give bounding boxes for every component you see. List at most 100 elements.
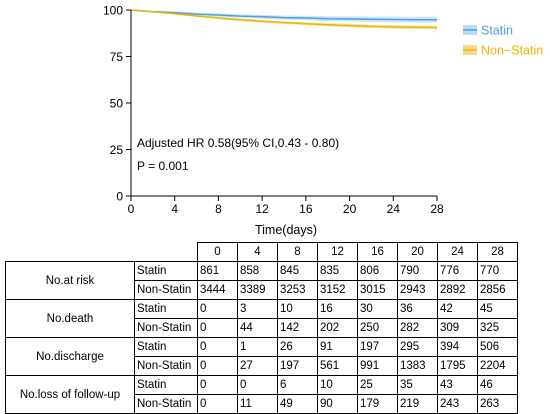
x-axis-ticks: 0 4 8 12 16 20 24 28 [128,196,444,216]
x-tick-label: 0 [128,202,135,216]
x-tick-label: 24 [387,202,401,216]
y-axis-ticks: 0 25 50 75 100 [103,4,131,204]
risk-table-cell: 0 [197,356,238,376]
risk-table-cell: 197 [277,356,318,376]
hazard-ratio-annotation: Adjusted HR 0.58(95% CI,0.43 - 0.80) [137,136,339,150]
day-header: 0 [197,242,238,262]
risk-table-cell: 3152 [317,280,358,300]
risk-table-cell: 35 [397,375,438,395]
statin-legend-label: Statin [481,24,513,38]
x-tick-label: 4 [171,202,178,216]
risk-table-row: No.at risk Statin 861 858 845 835 806 790 776 770 [5,261,518,300]
day-header: 20 [397,242,438,262]
risk-table-cell: 790 [397,261,438,281]
day-header: 4 [237,242,278,262]
risk-table-cell: 0 [197,394,238,414]
risk-table-cell: 44 [237,318,278,338]
risk-table-cell: 394 [437,337,478,357]
risk-table-cell: 3253 [277,280,318,300]
risk-table-cell: 0 [197,299,238,319]
statin-curve [130,9,437,21]
risk-table: 0 4 8 12 16 20 24 28 No.at risk Statin 861… [5,242,518,414]
non-statin-confidence-band [131,10,437,30]
risk-table-cell: 25 [357,375,398,395]
risk-table-cell: 2943 [397,280,438,300]
y-tick-label: 100 [103,4,123,18]
risk-table-group-label: No.loss of follow-up [5,375,135,414]
x-tick-label: 16 [299,202,313,216]
risk-table-cell: 27 [237,356,278,376]
y-tick-label: 0 [116,190,123,204]
risk-table-cell: 46 [477,375,518,395]
risk-table-cell: 0 [197,337,238,357]
risk-table-cell: 309 [437,318,478,338]
risk-table-subgroup-label: Non-Statin [134,394,198,414]
risk-table-cell: 243 [437,394,478,414]
day-header: 8 [277,242,318,262]
survival-curves [130,9,438,29]
x-tick-label: 20 [343,202,357,216]
risk-table-cell: 0 [197,318,238,338]
risk-table-subgroup-label: Statin [134,261,198,281]
risk-table-cell: 2856 [477,280,518,300]
risk-table-cell: 1 [237,337,278,357]
risk-table-cell: 142 [277,318,318,338]
risk-table-cell: 3015 [357,280,398,300]
risk-table-group-label: No.death [5,299,135,338]
risk-table-cell: 43 [437,375,478,395]
x-axis-title: Time(days) [255,223,317,237]
risk-table-cell: 0 [197,375,238,395]
risk-table-cell: 861 [197,261,238,281]
risk-table-cell: 42 [437,299,478,319]
risk-table-cell: 2204 [477,356,518,376]
risk-table-cell: 3 [237,299,278,319]
chart-legend: Statin Non−Statin [463,24,543,58]
risk-table-cell: 770 [477,261,518,281]
risk-table-cell: 263 [477,394,518,414]
risk-table-header-row: 0 4 8 12 16 20 24 28 [6,242,518,262]
risk-table-cell: 1383 [397,356,438,376]
non-statin-curve [130,9,438,29]
risk-table-cell: 561 [317,356,358,376]
y-tick-label: 75 [110,50,124,64]
risk-table-cell: 36 [397,299,438,319]
risk-table-cell: 776 [437,261,478,281]
risk-table-cell: 219 [397,394,438,414]
risk-table-cell: 295 [397,337,438,357]
risk-table-group-label: No.discharge [5,337,135,376]
risk-table-cell: 858 [237,261,278,281]
risk-table-row: Non-Statin 0 27 197 561 991 1383 1795 2204 [6,356,518,376]
risk-table-cell: 325 [477,318,518,338]
risk-table-group-label: No.at risk [5,261,135,300]
risk-table-row: No.loss of follow-up Statin 0 0 6 10 25 35 43 46 [5,375,518,414]
non-statin-legend-label: Non−Statin [481,44,543,58]
risk-table-cell: 845 [277,261,318,281]
risk-table-row: Non-Statin 3444 3389 3253 3152 3015 2943 2892 28… [6,280,518,300]
risk-table-cell: 90 [317,394,358,414]
p-value-annotation: P = 0.001 [137,159,189,173]
risk-table-cell: 3444 [197,280,238,300]
risk-table-subgroup-label: Statin [134,299,198,319]
risk-table-cell: 11 [237,394,278,414]
statin-confidence-band [131,10,437,23]
risk-table-cell: 991 [357,356,398,376]
risk-table-cell: 1795 [437,356,478,376]
risk-table-subgroup-label: Non-Statin [134,280,198,300]
risk-table-subgroup-label: Statin [134,375,198,395]
risk-table-subgroup-label: Statin [134,337,198,357]
risk-table-cell: 282 [397,318,438,338]
risk-table-cell: 10 [277,299,318,319]
risk-table-cell: 806 [357,261,398,281]
risk-table-cell: 6 [277,375,318,395]
risk-table-cell: 197 [357,337,398,357]
risk-table-corner [6,243,198,262]
day-header: 12 [317,242,358,262]
risk-table-cell: 2892 [437,280,478,300]
risk-table-cell: 506 [477,337,518,357]
risk-table-cell: 202 [317,318,358,338]
risk-table-cell: 179 [357,394,398,414]
risk-table-cell: 3389 [237,280,278,300]
risk-table-cell: 250 [357,318,398,338]
risk-table-cell: 26 [277,337,318,357]
risk-table-cell: 91 [317,337,358,357]
